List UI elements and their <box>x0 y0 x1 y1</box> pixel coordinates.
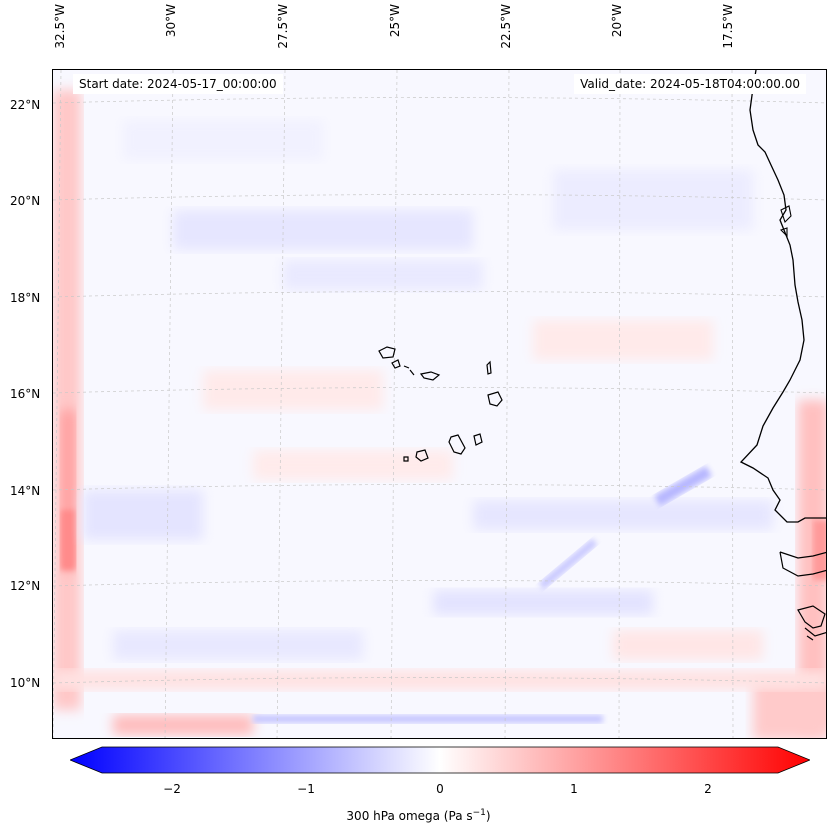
colorbar-tick-0: 0 <box>436 782 444 796</box>
start-date-label: Start date: 2024-05-17_00:00:00 <box>73 74 283 94</box>
lat-label-16n: 16°N <box>10 387 41 401</box>
colorbar-tick-1: 1 <box>570 782 578 796</box>
colorbar-tick-2: 2 <box>704 782 712 796</box>
sahara-bay-coastline <box>779 205 792 238</box>
lon-label-32-5w: 32.5°W <box>53 4 67 49</box>
lat-label-12n: 12°N <box>10 579 41 593</box>
graticule <box>53 70 826 738</box>
lon-label-20w: 20°W <box>610 4 624 38</box>
colorbar-gradient <box>68 746 812 774</box>
lat-label-10n: 10°N <box>10 676 41 690</box>
lon-label-25w: 25°W <box>388 4 402 38</box>
gambia-coastline <box>779 551 826 577</box>
lon-label-27-5w: 27.5°W <box>276 4 290 49</box>
guinea-bissau-coastline <box>797 605 826 641</box>
lat-label-18n: 18°N <box>10 291 41 305</box>
colorbar-tick-neg1: −1 <box>297 782 315 796</box>
colorbar-title: 300 hPa omega (Pa s−1) <box>346 808 491 823</box>
africa-coastline <box>739 70 826 523</box>
lat-label-22n: 22°N <box>10 98 41 112</box>
valid-date-label: Valid_date: 2024-05-18T04:00:00.00 <box>574 74 806 94</box>
lat-label-14n: 14°N <box>10 484 41 498</box>
lon-label-22-5w: 22.5°W <box>499 4 513 49</box>
cape-verde-islands <box>378 346 503 462</box>
lon-label-30w: 30°W <box>164 4 178 38</box>
omega-field-map <box>53 70 826 738</box>
colorbar <box>68 744 812 776</box>
omega-field-shading <box>53 90 826 738</box>
colorbar-tick-neg2: −2 <box>163 782 181 796</box>
lat-label-20n: 20°N <box>10 194 41 208</box>
lon-label-17-5w: 17.5°W <box>721 4 735 49</box>
map-panel: Start date: 2024-05-17_00:00:00 Valid_da… <box>52 69 827 739</box>
